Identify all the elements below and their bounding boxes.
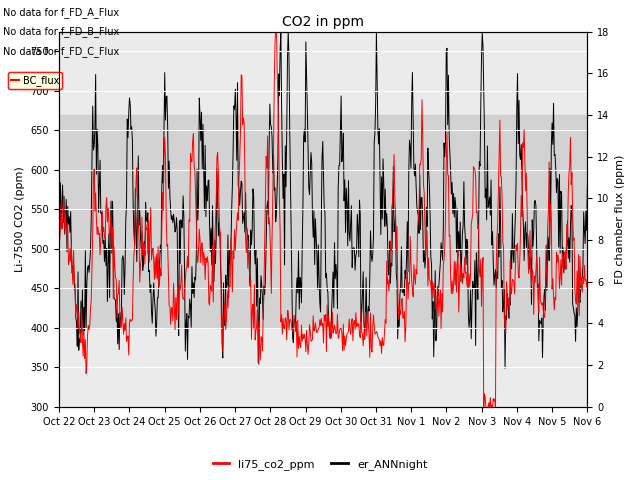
Y-axis label: Li-7500 CO2 (ppm): Li-7500 CO2 (ppm)	[15, 167, 25, 272]
Text: No data for f_FD_C_Flux: No data for f_FD_C_Flux	[3, 46, 120, 57]
Y-axis label: FD chamber flux (ppm): FD chamber flux (ppm)	[615, 155, 625, 284]
Text: No data for f_FD_A_Flux: No data for f_FD_A_Flux	[3, 7, 119, 18]
Text: No data for f_FD_B_Flux: No data for f_FD_B_Flux	[3, 26, 120, 37]
Bar	[59, 115, 588, 328]
Legend: li75_co2_ppm, er_ANNnight: li75_co2_ppm, er_ANNnight	[208, 455, 432, 474]
Title: CO2 in ppm: CO2 in ppm	[282, 15, 364, 29]
Legend: BC_flux: BC_flux	[8, 72, 62, 89]
